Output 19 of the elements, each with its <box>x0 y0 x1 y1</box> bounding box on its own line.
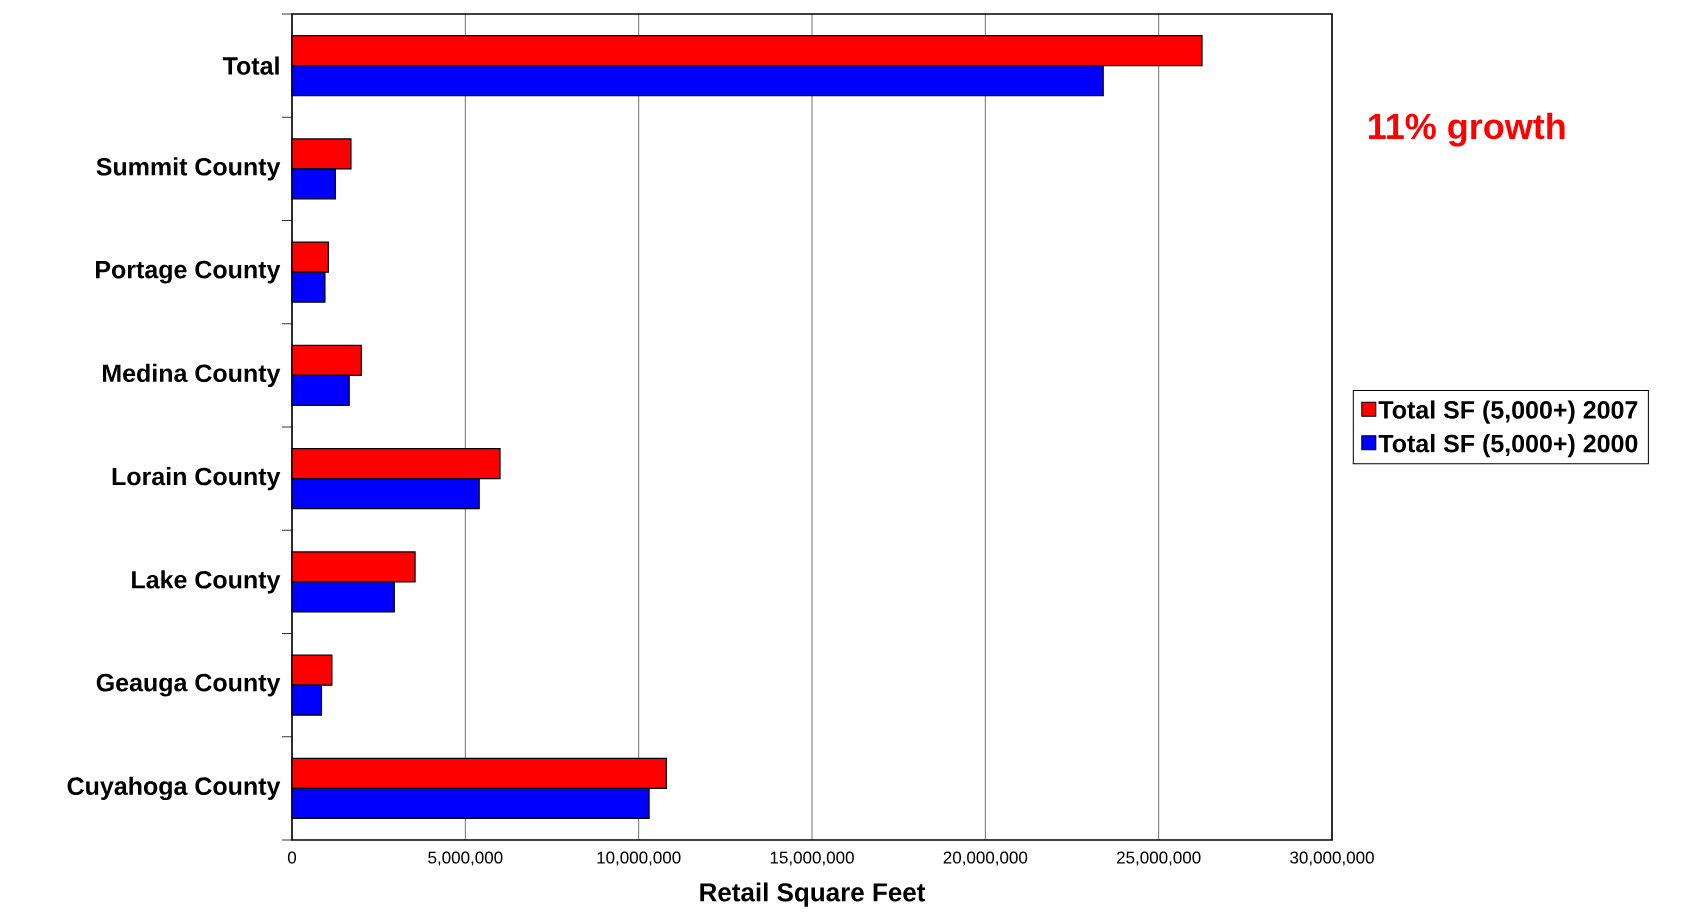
y-tick-label: Cuyahoga County <box>67 776 281 801</box>
y-tick-label: Lorain County <box>112 466 281 491</box>
x-tick-label: 5,000,000 <box>428 851 503 866</box>
x-tick-label: 25,000,000 <box>1116 851 1201 866</box>
y-tick-label: Portage County <box>96 260 281 284</box>
y-tick-label: Medina County <box>102 363 281 388</box>
x-tick-label: 20,000,000 <box>943 851 1028 866</box>
y-tick-label: Geauga County <box>96 673 281 697</box>
x-tick-label: 0 <box>287 851 297 864</box>
y-tick-label: Lake County <box>132 570 281 594</box>
x-tick-label: 10,000,000 <box>597 851 681 866</box>
x-axis-title: Retail Square Feet <box>700 882 926 907</box>
x-tick-label: 30,000,000 <box>1290 851 1374 866</box>
y-tick-label: Summit County <box>96 157 281 181</box>
legend-label: Total SF (5,000+) 2007 <box>1378 400 1638 424</box>
x-tick-label: 15,000,000 <box>770 851 854 866</box>
legend-label: Total SF (5,000+) 2000 <box>1378 434 1638 458</box>
y-tick-label: Total <box>222 56 279 75</box>
text: 11% growth <box>1369 112 1565 147</box>
